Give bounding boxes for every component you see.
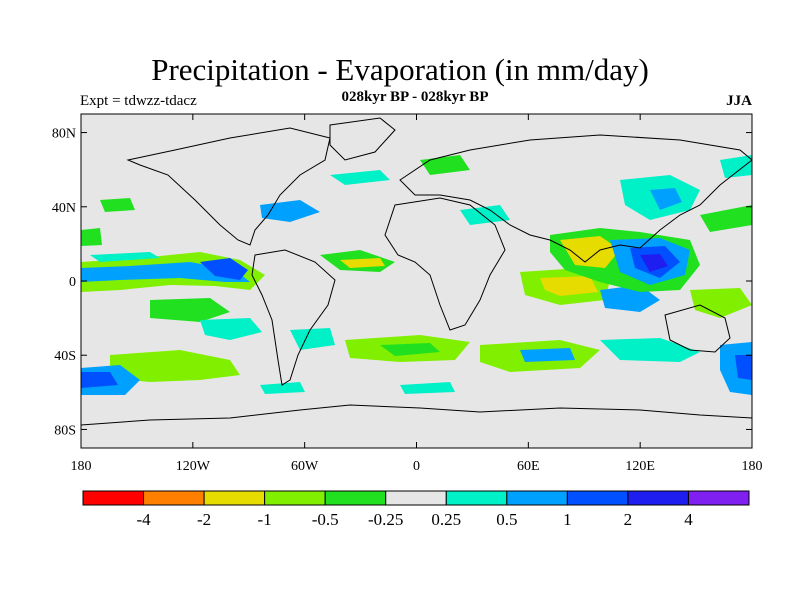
- lon-tick-label: 60W: [291, 459, 319, 474]
- lat-tick-label: 0: [69, 275, 76, 290]
- lat-tick-label: 80N: [52, 127, 76, 142]
- anomaly-field: [81, 155, 752, 395]
- colorbar-label: -0.5: [312, 510, 339, 529]
- colorbar-label: -0.25: [368, 510, 403, 529]
- colorbar-swatch: [566, 490, 629, 506]
- colorbar-label: -2: [197, 510, 211, 529]
- colorbar-label: 1: [563, 510, 572, 529]
- colorbar-swatch: [143, 490, 205, 506]
- colorbar-label: 4: [684, 510, 693, 529]
- colorbar-swatch: [324, 490, 387, 506]
- lat-tick-label: 80S: [54, 423, 76, 438]
- chart-subtitle: 028kyr BP - 028kyr BP: [341, 89, 489, 105]
- colorbar-swatch: [627, 490, 689, 506]
- axis-ticks: [80, 114, 753, 448]
- axis-tick-labels: 80N 40N 0 40S 80S 180 120W 60W 0 60E 120E 180: [52, 127, 763, 474]
- colorbar-label: 0.25: [431, 510, 461, 529]
- colorbar-swatch: [385, 490, 447, 506]
- lon-tick-label: 120E: [625, 459, 655, 474]
- colorbar-swatch: [506, 490, 568, 506]
- colorbar-swatch: [203, 490, 266, 506]
- colorbar: -4 -2 -1 -0.5 -0.25 0.25 0.5 1 2 4: [82, 490, 750, 529]
- lat-tick-label: 40N: [52, 201, 76, 216]
- lon-tick-label: 180: [71, 459, 92, 474]
- experiment-label: Expt = tdwzz-tdacz: [80, 93, 197, 109]
- colorbar-label: -4: [136, 510, 151, 529]
- lon-tick-label: 180: [742, 459, 763, 474]
- lat-tick-label: 40S: [54, 349, 76, 364]
- colorbar-swatch: [445, 490, 508, 506]
- colorbar-swatch: [264, 490, 326, 506]
- lon-tick-label: 120W: [176, 459, 211, 474]
- colorbar-label: 0.5: [496, 510, 517, 529]
- chart-title: Precipitation - Evaporation (in mm/day): [151, 52, 649, 87]
- lon-tick-label: 0: [413, 459, 420, 474]
- colorbar-label: -1: [258, 510, 272, 529]
- lon-tick-label: 60E: [517, 459, 540, 474]
- season-label: JJA: [726, 93, 752, 109]
- colorbar-label: 2: [624, 510, 633, 529]
- colorbar-swatch: [82, 490, 145, 506]
- coastlines: [80, 117, 753, 426]
- colorbar-swatch: [687, 490, 750, 506]
